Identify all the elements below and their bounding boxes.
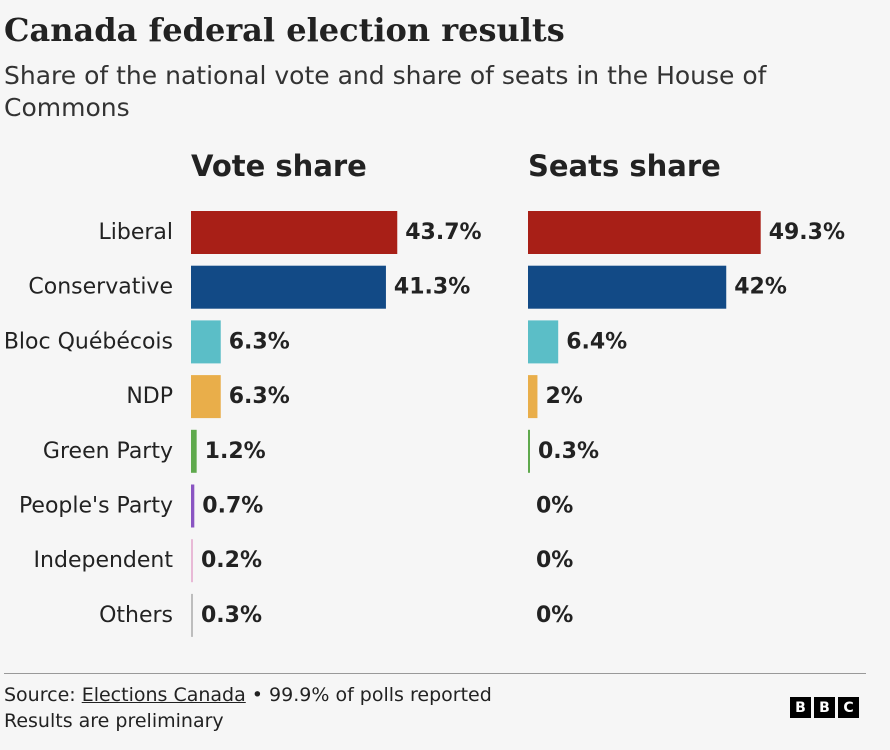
logo-block: C: [838, 697, 859, 718]
vote-share-bar-liberal: [191, 211, 398, 254]
vote-share-panel-title: Vote share: [191, 149, 367, 183]
source-prefix: Source:: [4, 684, 82, 706]
seats-share-value-label-bloc-qu-b-cois: 6.4%: [566, 329, 627, 354]
seats-share-value-label-independent: 0%: [536, 548, 573, 573]
vote-share-value-label-bloc-qu-b-cois: 6.3%: [229, 329, 290, 354]
seats-share-bar-ndp: [528, 375, 538, 419]
footer-divider: [4, 673, 866, 674]
vote-share-value-label-ndp: 6.3%: [229, 384, 290, 409]
seats-share-value-label-others: 0%: [536, 603, 573, 628]
vote-share-bar-others: [191, 593, 193, 637]
category-label-conservative: Conservative: [28, 275, 173, 300]
preliminary-note: Results are preliminary: [4, 710, 224, 732]
vote-share-bar-conservative: [191, 265, 386, 309]
vote-share-bar-bloc-qu-b-cois: [191, 320, 221, 364]
vote-share-value-label-people-s-party: 0.7%: [202, 494, 263, 519]
vote-share-bar-independent: [191, 539, 193, 583]
seats-share-bar-conservative: [528, 265, 727, 309]
seats-share-panel-title: Seats share: [528, 149, 721, 183]
vote-share-value-label-conservative: 41.3%: [394, 275, 470, 300]
seats-share-value-label-liberal: 49.3%: [769, 220, 845, 245]
seats-share-bar-liberal: [528, 211, 761, 254]
seats-share-bar-green-party: [528, 429, 530, 473]
chart-title: Canada federal election results: [4, 11, 565, 49]
category-label-people-s-party: People's Party: [19, 494, 173, 519]
vote-share-value-label-independent: 0.2%: [201, 548, 262, 573]
seats-share-value-label-people-s-party: 0%: [536, 494, 573, 519]
source-suffix: • 99.9% of polls reported: [245, 684, 492, 706]
seats-share-value-label-ndp: 2%: [545, 384, 582, 409]
bar-chart: Liberal Conservative Bloc Québécois NDP Gree…: [4, 211, 845, 637]
category-label-others: Others: [99, 603, 173, 628]
vote-share-value-label-others: 0.3%: [201, 603, 262, 628]
bbc-logo: B B C: [790, 697, 859, 718]
seats-share-bar-bloc-qu-b-cois: [528, 320, 559, 364]
vote-share-value-label-liberal: 43.7%: [405, 220, 481, 245]
logo-block: B: [814, 697, 835, 718]
category-label-liberal: Liberal: [98, 220, 173, 245]
category-label-bloc-qu-b-cois: Bloc Québécois: [4, 329, 173, 354]
chart-subtitle: Share of the national vote and share of …: [4, 61, 767, 122]
category-label-ndp: NDP: [126, 384, 173, 409]
source-link[interactable]: Elections Canada: [81, 684, 246, 706]
category-label-green-party: Green Party: [43, 439, 173, 464]
source-line: Source: Elections Canada • 99.9% of poll…: [4, 683, 492, 707]
vote-share-bar-ndp: [191, 375, 221, 419]
vote-share-value-label-green-party: 1.2%: [205, 439, 266, 464]
logo-block: B: [790, 697, 811, 718]
category-label-independent: Independent: [34, 548, 174, 573]
vote-share-bar-people-s-party: [191, 484, 195, 528]
vote-share-bar-green-party: [191, 429, 197, 473]
seats-share-value-label-green-party: 0.3%: [538, 439, 599, 464]
seats-share-value-label-conservative: 42%: [734, 275, 787, 300]
